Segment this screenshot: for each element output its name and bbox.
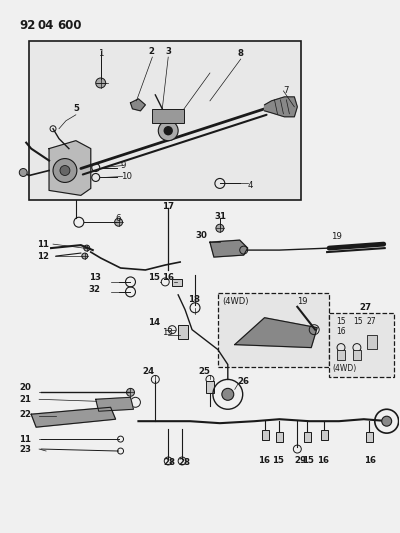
Bar [329,313,394,377]
Text: 15: 15 [302,456,314,465]
Circle shape [19,168,27,176]
Polygon shape [235,318,317,348]
Text: 10: 10 [120,172,132,181]
Circle shape [96,78,106,88]
Circle shape [158,121,178,141]
Circle shape [126,389,134,397]
Circle shape [60,166,70,175]
Text: 11: 11 [37,240,49,248]
Circle shape [382,416,392,426]
Bar [304,432,311,442]
Bar [366,432,373,442]
Bar [29,41,301,200]
Text: 22: 22 [19,410,31,419]
Bar [321,430,328,440]
Text: 14: 14 [148,318,160,327]
Text: 21: 21 [19,395,31,404]
Text: 30: 30 [195,231,207,240]
Polygon shape [31,407,116,427]
Text: 12: 12 [37,252,49,261]
Text: 13: 13 [89,273,101,282]
Text: 15: 15 [353,317,362,326]
Text: 32: 32 [89,285,101,294]
Circle shape [164,127,172,135]
Text: 17: 17 [162,202,174,211]
Circle shape [53,158,77,182]
Text: 15: 15 [336,317,346,326]
Text: 8: 8 [238,49,244,58]
Text: 19: 19 [331,232,342,241]
Text: 27: 27 [359,303,371,312]
Bar [218,293,329,367]
Text: (4WD): (4WD) [332,365,356,374]
Text: 15: 15 [148,273,160,282]
Bar [353,350,361,360]
Text: 16: 16 [317,456,329,465]
Text: 92: 92 [19,19,36,33]
Text: 16: 16 [336,327,346,336]
Circle shape [216,224,224,232]
Circle shape [84,245,90,251]
Text: 2: 2 [148,46,154,55]
Circle shape [82,253,88,259]
Text: 13: 13 [162,328,173,337]
Text: 18: 18 [188,295,200,304]
Text: 16: 16 [258,456,270,465]
Bar [152,109,184,123]
Circle shape [114,218,122,226]
Text: 04: 04 [37,19,54,33]
Text: 1: 1 [98,49,103,58]
Text: 23: 23 [19,445,31,454]
Text: 25: 25 [198,367,210,376]
Text: 4: 4 [248,181,253,190]
Text: 26: 26 [238,377,250,386]
Text: 5: 5 [73,104,79,114]
Polygon shape [264,97,297,117]
Bar [206,382,214,393]
Circle shape [222,389,234,400]
Text: 600: 600 [57,19,82,33]
Polygon shape [210,240,248,257]
Text: 7: 7 [284,86,289,95]
Text: 28: 28 [163,458,175,467]
Polygon shape [49,141,91,196]
Bar [172,279,182,286]
Polygon shape [130,99,145,111]
Text: (4WD): (4WD) [222,297,248,306]
Bar [337,350,345,360]
Polygon shape [96,397,134,411]
Bar [178,325,188,338]
Text: 15: 15 [272,456,284,465]
Text: 29: 29 [294,456,306,465]
Text: 20: 20 [19,383,31,392]
Text: 16: 16 [364,456,376,465]
Text: 28: 28 [178,458,190,467]
Text: 19: 19 [297,297,308,306]
Text: 6: 6 [116,214,121,223]
Text: 24: 24 [142,367,154,376]
Text: 11: 11 [19,434,31,443]
Bar [367,335,377,349]
Text: 31: 31 [215,212,227,221]
Text: 9: 9 [120,161,126,170]
Bar [276,432,284,442]
Text: 3: 3 [165,46,171,55]
Bar [262,430,268,440]
Text: 27: 27 [367,317,376,326]
Text: 16: 16 [162,273,174,282]
